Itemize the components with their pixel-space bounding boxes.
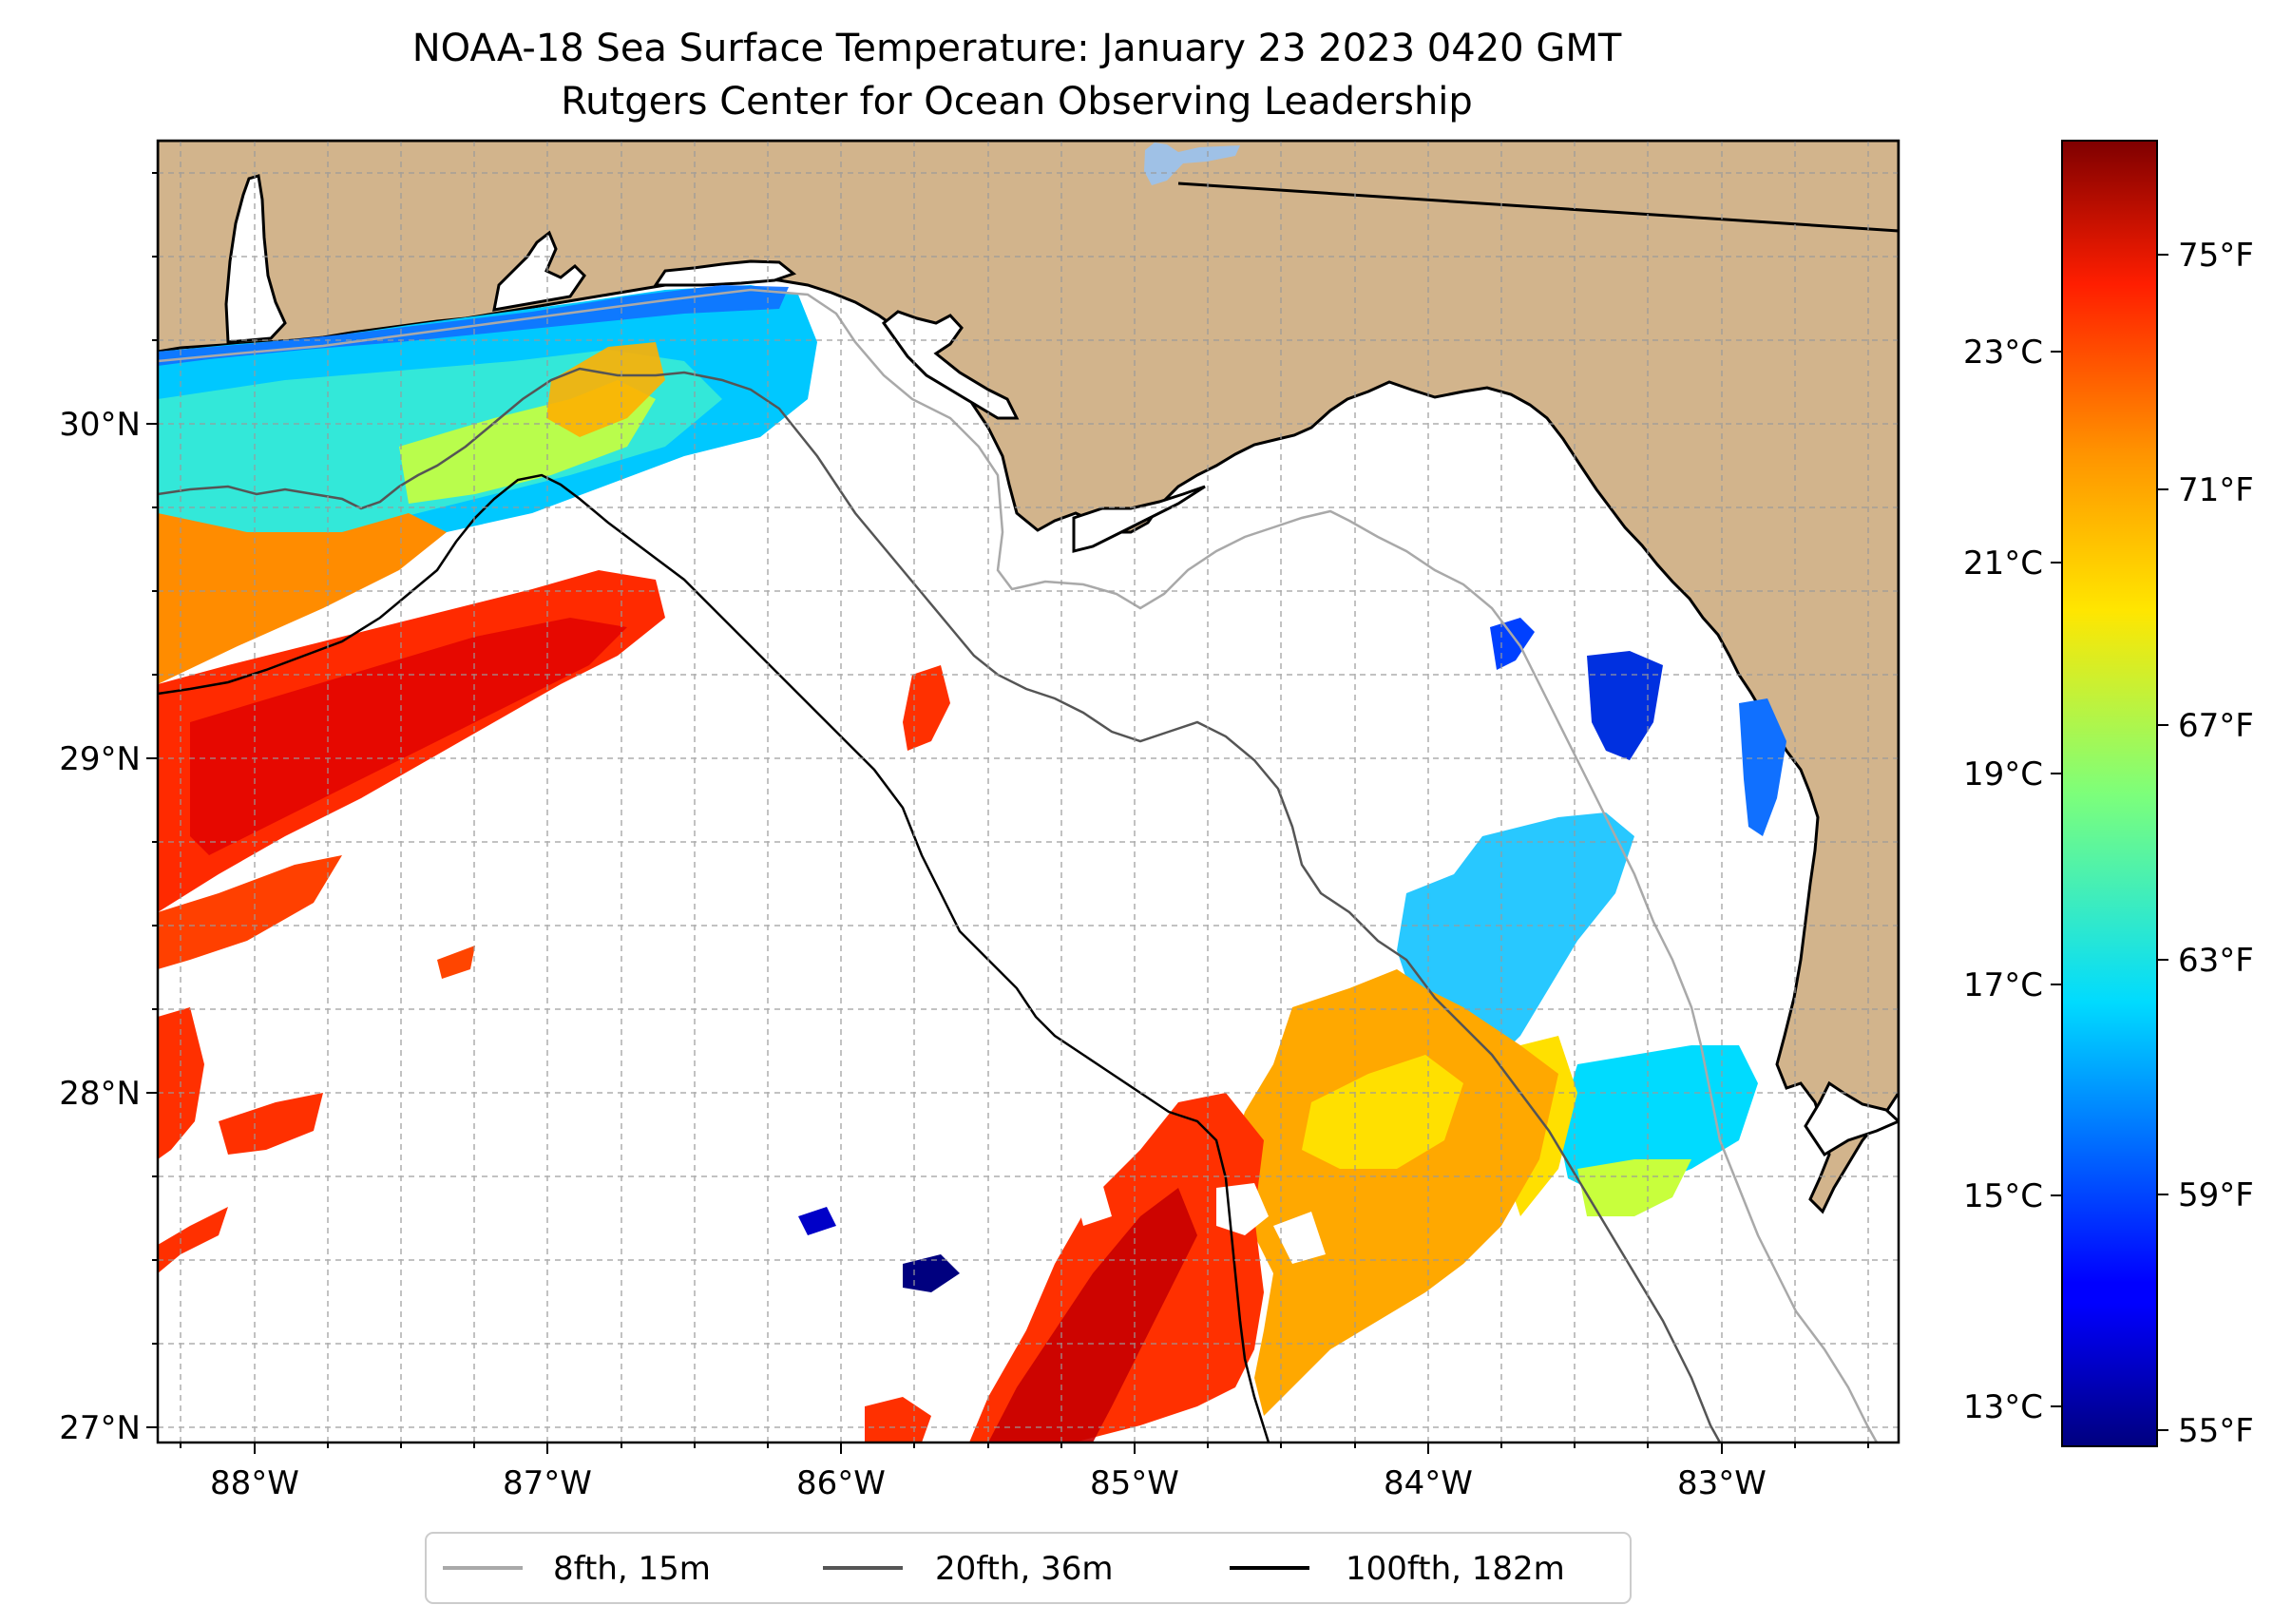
colorbar-celsius-label: 23°C [1963, 334, 2043, 372]
map-frame [156, 139, 1900, 1444]
colorbar-celsius-label: 21°C [1963, 545, 2043, 583]
lon-tick-label: 85°W [1090, 1464, 1179, 1502]
legend-label-20fth: 20fth, 36m [935, 1550, 1114, 1588]
colorbar-fahrenheit-label: 55°F [2178, 1412, 2254, 1450]
pensacola-bay [492, 230, 586, 312]
isobath-20fth [158, 367, 1722, 1442]
legend-label-100fth: 100fth, 182m [1346, 1550, 1565, 1588]
isobath-8fth [158, 288, 1879, 1442]
lon-tick-label: 84°W [1384, 1464, 1473, 1502]
isobath-100fth [158, 473, 1270, 1442]
mobile-bay [224, 174, 287, 344]
lat-axis [146, 172, 158, 1428]
colorbar-fahrenheit-label: 75°F [2178, 237, 2254, 275]
lon-tick-label: 87°W [503, 1464, 592, 1502]
isobath-legend: 8fth, 15m 20fth, 36m 100fth, 182m [425, 1532, 1632, 1604]
st-andrew-bay [881, 310, 1020, 420]
map-subtitle: Rutgers Center for Ocean Observing Leade… [561, 80, 1473, 124]
lon-axis [180, 1442, 1869, 1454]
colorbar [2061, 140, 2158, 1447]
state-boundary [1177, 182, 1899, 233]
map-panel [158, 141, 1899, 1442]
lon-tick-label: 86°W [796, 1464, 886, 1502]
colorbar-celsius-label: 13°C [1963, 1388, 2043, 1426]
lat-tick-label: 30°N [59, 406, 141, 444]
colorbar-fahrenheit-label: 59°F [2178, 1176, 2254, 1214]
lat-tick-label: 29°N [59, 740, 141, 778]
lon-tick-label: 83°W [1677, 1464, 1767, 1502]
colorbar-ticks [2051, 254, 2168, 1431]
colorbar-fahrenheit-label: 67°F [2178, 707, 2254, 745]
land-mass [158, 141, 1899, 1214]
colorbar-celsius-label: 15°C [1963, 1177, 2043, 1215]
choctawhatchee-bay [653, 259, 797, 287]
lake-seminole [1144, 143, 1240, 185]
legend-box [425, 1532, 1632, 1604]
lon-tick-label: 88°W [210, 1464, 299, 1502]
sst-southern-warm-mass [969, 969, 1558, 1442]
sst-western-warm-band [158, 513, 665, 969]
colorbar-fahrenheit-label: 63°F [2178, 942, 2254, 980]
map-gridlines [158, 141, 1899, 1442]
colorbar-fahrenheit-label: 71°F [2178, 471, 2254, 509]
colorbar-celsius-label: 19°C [1963, 755, 2043, 793]
apalachicola-bay [1072, 485, 1206, 553]
map-title: NOAA-18 Sea Surface Temperature: January… [412, 27, 1622, 70]
colorbar-celsius-label: 17°C [1963, 966, 2043, 1004]
tampa-bay [1804, 1080, 1899, 1157]
lat-tick-label: 27°N [59, 1409, 141, 1447]
legend-label-8fth: 8fth, 15m [553, 1550, 711, 1588]
lat-tick-label: 28°N [59, 1075, 141, 1113]
